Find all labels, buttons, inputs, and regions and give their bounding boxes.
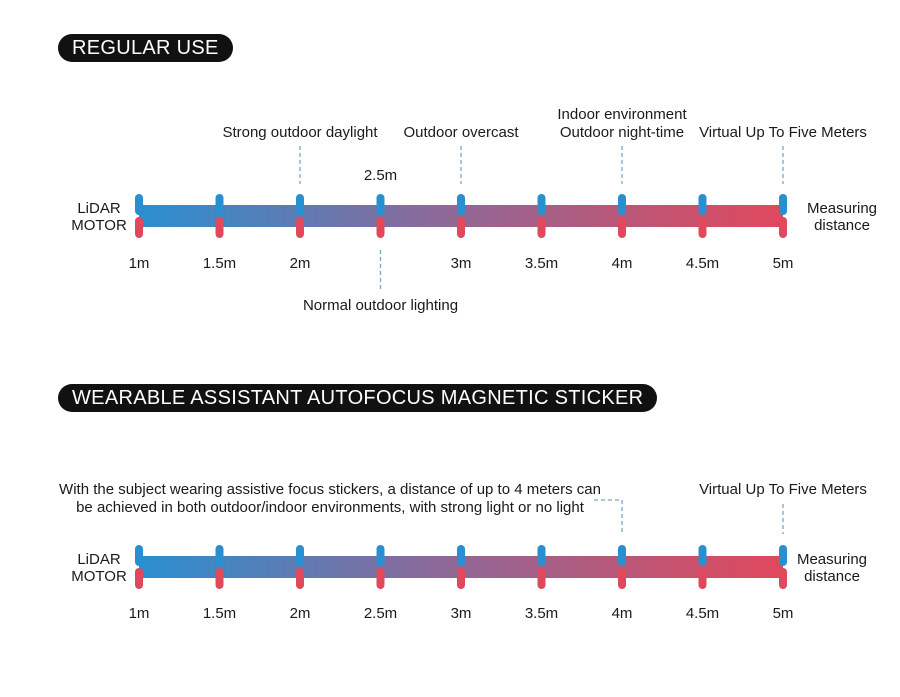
tick-pin-top-1 [215,194,224,215]
tick-label: 3.5m [525,255,558,272]
tick-pin-top-8 [779,545,787,566]
tick-pin-bottom-6 [618,568,626,589]
tick-label: 2m [290,255,311,272]
motor-label: MOTOR [71,217,127,234]
tick-pin-top-4 [457,545,465,566]
tick-pin-top-7 [698,545,707,566]
tick-label-2-5m: 2.5m [364,167,397,184]
tick-pin-bottom-3 [376,217,385,238]
tick-pin-top-6 [618,545,626,566]
annotation-above-3: Virtual Up To Five Meters [699,124,867,141]
tick-pin-bottom-3 [376,568,385,589]
measuring-label: Measuring [807,200,877,217]
tick-label: 1m [129,605,150,622]
tick-pin-top-0 [135,545,143,566]
annotation-above-2: Indoor environment [557,106,687,123]
tick-pin-bottom-0 [135,217,143,238]
section-title-regular-use: REGULAR USE [58,34,233,62]
tick-pin-bottom-8 [779,568,787,589]
tick-pin-bottom-4 [457,568,465,589]
tick-pin-bottom-7 [698,568,707,589]
tick-pin-bottom-0 [135,568,143,589]
lidar-label: LiDAR [77,551,121,568]
tick-label: 4m [612,255,633,272]
tick-pin-top-5 [537,194,546,215]
distance-label: distance [814,217,870,234]
tick-pin-bottom-2 [296,217,304,238]
tick-pin-bottom-2 [296,568,304,589]
tick-label: 4.5m [686,255,719,272]
tick-pin-bottom-5 [537,568,546,589]
tick-pin-top-2 [296,194,304,215]
tick-label: 4.5m [686,605,719,622]
tick-label: 4m [612,605,633,622]
annotation-above-0: Strong outdoor daylight [222,124,378,141]
tick-pin-bottom-8 [779,217,787,238]
tick-pin-bottom-6 [618,217,626,238]
note-line-1: With the subject wearing assistive focus… [59,481,601,498]
distance-label: distance [804,568,860,585]
tick-pin-top-4 [457,194,465,215]
tick-pin-top-8 [779,194,787,215]
tick-pin-bottom-4 [457,217,465,238]
lidar-label: LiDAR [77,200,121,217]
measuring-label: Measuring [797,551,867,568]
tick-pin-top-3 [376,545,385,566]
tick-pin-top-6 [618,194,626,215]
tick-pin-bottom-1 [215,217,224,238]
tick-pin-bottom-7 [698,217,707,238]
tick-pin-top-5 [537,545,546,566]
tick-pin-top-0 [135,194,143,215]
motor-label: MOTOR [71,568,127,585]
tick-label: 3.5m [525,605,558,622]
annotation-above-1: Outdoor overcast [403,124,519,141]
tick-label: 5m [773,605,794,622]
tick-pin-top-1 [215,545,224,566]
tick-label: 2m [290,605,311,622]
annotation-below-0: Normal outdoor lighting [303,297,458,314]
note-line-2: be achieved in both outdoor/indoor envir… [76,499,585,516]
tick-label: 5m [773,255,794,272]
tick-pin-top-2 [296,545,304,566]
annotation-above-2: Outdoor night-time [560,124,684,141]
tick-pin-top-3 [376,194,385,215]
tick-pin-bottom-1 [215,568,224,589]
annotation-above-0: Virtual Up To Five Meters [699,481,867,498]
tick-label: 1.5m [203,605,236,622]
tick-label: 1m [129,255,150,272]
tick-label: 3m [451,605,472,622]
section-title-wearable-sticker: WEARABLE ASSISTANT AUTOFOCUS MAGNETIC ST… [58,384,658,412]
tick-label: 1.5m [203,255,236,272]
tick-pin-bottom-5 [537,217,546,238]
tick-pin-top-7 [698,194,707,215]
tick-label: 2.5m [364,605,397,622]
tick-label: 3m [451,255,472,272]
